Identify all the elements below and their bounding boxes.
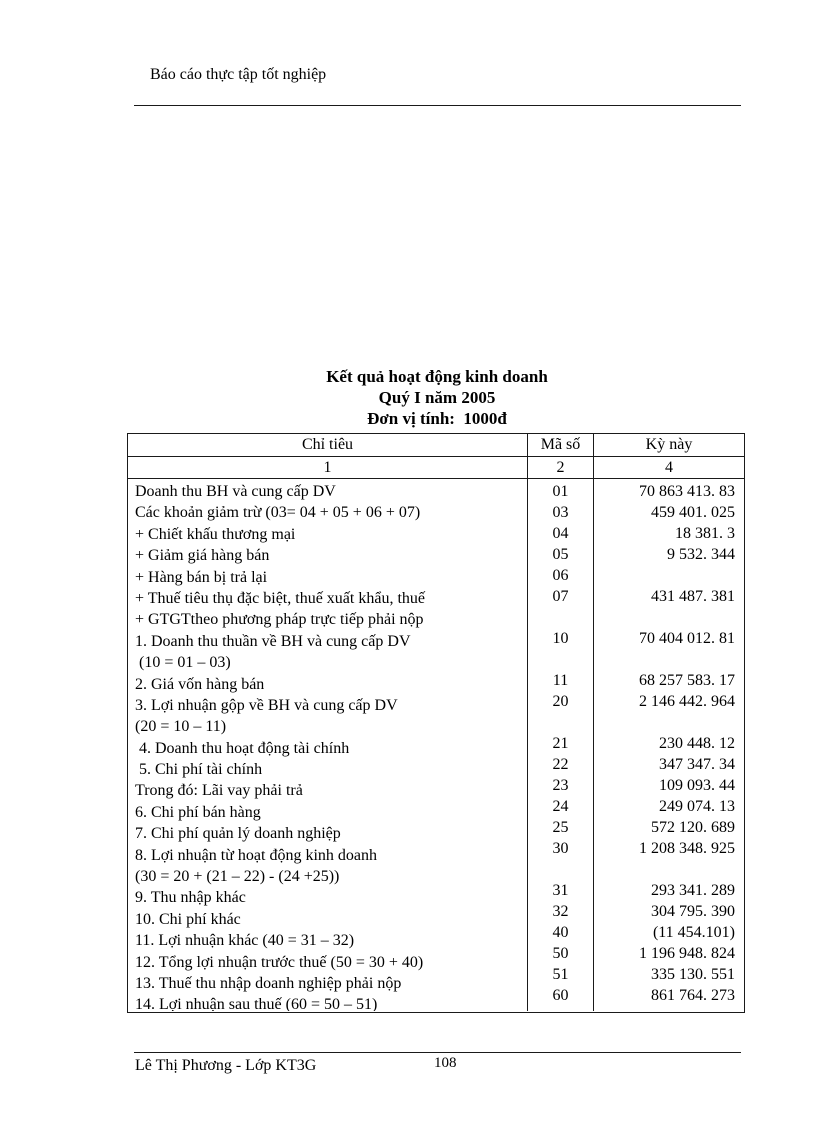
- row-label: + GTGTtheo phương pháp trực tiếp phải nộ…: [135, 611, 424, 629]
- row-value: 293 341. 289: [651, 882, 735, 899]
- row-code: 04: [552, 525, 569, 542]
- row-code: [528, 649, 593, 670]
- row-value: 335 130. 551: [651, 966, 735, 983]
- row-label: 10. Chi phí khác: [135, 910, 241, 928]
- row-code: 20: [552, 693, 569, 710]
- row-code: 21: [552, 735, 569, 752]
- row-value: [594, 607, 744, 628]
- row-code: 05: [552, 546, 569, 563]
- row-value: 2 146 442. 964: [639, 693, 735, 710]
- table-header-row: Chỉ tiêu Mã số Kỳ này: [128, 434, 744, 457]
- row-code: 03: [552, 504, 569, 521]
- row-value: [594, 565, 744, 586]
- page-footer: Lê Thị Phương - Lớp KT3G 108: [134, 1052, 741, 1081]
- row-value: (11 454.101): [652, 924, 735, 941]
- row-value: 1 208 348. 925: [639, 840, 735, 857]
- report-subtitle: Quý I năm 2005: [378, 388, 496, 407]
- row-value: 431 487. 381: [651, 588, 735, 605]
- row-value: [594, 649, 744, 670]
- table-index-row: 1 2 4: [128, 457, 744, 479]
- header-text: Báo cáo thực tập tốt nghiệp: [150, 66, 327, 83]
- row-label: (20 = 10 – 11): [135, 718, 227, 736]
- row-value: 304 795. 390: [651, 903, 735, 920]
- header-period: Kỳ này: [645, 436, 693, 453]
- row-label: 5. Chi phí tài chính: [135, 761, 263, 779]
- report-title: Kết quả hoạt động kinh doanh: [326, 367, 548, 386]
- row-label: 14. Lợi nhuận sau thuế (60 = 50 – 51): [135, 996, 378, 1011]
- row-label: 11. Lợi nhuận khác (40 = 31 – 32): [135, 932, 355, 950]
- value-column: 70 863 413. 83 459 401. 025 18 381. 3 9 532…: [594, 479, 744, 1011]
- index-criteria: 1: [323, 458, 332, 476]
- row-label: (10 = 01 – 03): [135, 654, 231, 672]
- row-label: 2. Giá vốn hàng bán: [135, 675, 265, 693]
- report-title-block: Kết quả hoạt động kinh doanh Quý I năm 2…: [128, 366, 746, 429]
- table-body: Doanh thu BH và cung cấp DV Các khoản giả…: [128, 479, 744, 1011]
- row-label: 13. Thuế thu nhập doanh nghiệp phải nộp: [135, 974, 402, 992]
- row-code: 60: [552, 987, 569, 1004]
- row-label: 3. Lợi nhuận gộp về BH và cung cấp DV: [135, 696, 398, 714]
- row-label: 7. Chi phí quản lý doanh nghiệp: [135, 825, 341, 843]
- row-code: 24: [552, 798, 569, 815]
- row-value: 459 401. 025: [651, 504, 735, 521]
- row-code: 10: [552, 630, 569, 647]
- row-code: 30: [552, 840, 569, 857]
- row-label: 6. Chi phí bán hàng: [135, 803, 261, 821]
- row-value: [594, 712, 744, 733]
- criteria-column: Doanh thu BH và cung cấp DV Các khoản giả…: [128, 479, 527, 1011]
- row-value: 1 196 948. 824: [639, 945, 735, 962]
- row-value: [594, 859, 744, 880]
- row-label: + Hàng bán bị trả lại: [135, 568, 268, 586]
- row-code: 01: [552, 483, 569, 500]
- row-value: 230 448. 12: [659, 735, 735, 752]
- row-value: 572 120. 689: [651, 819, 735, 836]
- row-label: 9. Thu nhập khác: [135, 889, 246, 907]
- row-code: 25: [552, 819, 569, 836]
- page-header: Báo cáo thực tập tốt nghiệp: [134, 48, 741, 106]
- code-column: 01 03 04 05 06 07 10 11 20 21 22 23 24 25 30 31 32 40…: [527, 479, 594, 1011]
- row-code: [528, 859, 593, 880]
- row-label: + Thuế tiêu thụ đặc biệt, thuế xuất khẩu…: [135, 589, 425, 607]
- header-criteria: Chỉ tiêu: [301, 436, 354, 453]
- row-code: 07: [552, 588, 569, 605]
- row-value: 9 532. 344: [667, 546, 735, 563]
- row-code: [528, 607, 593, 628]
- row-value: 68 257 583. 17: [639, 672, 735, 689]
- row-label: Trong đó: Lãi vay phải trả: [135, 782, 303, 800]
- row-code: 22: [552, 756, 569, 773]
- row-code: 31: [552, 882, 569, 899]
- row-label: + Giảm giá hàng bán: [135, 547, 270, 565]
- row-label: 12. Tổng lợi nhuận trước thuế (50 = 30 +…: [135, 953, 424, 971]
- header-code: Mã số: [527, 434, 594, 456]
- report-unit-label: Đơn vị tính: 1000đ: [367, 409, 507, 428]
- report-table: Chỉ tiêu Mã số Kỳ này 1 2 4 Doanh thu BH…: [127, 433, 745, 1013]
- row-code: 50: [552, 945, 569, 962]
- row-label: Doanh thu BH và cung cấp DV: [135, 483, 336, 500]
- row-value: 249 074. 13: [659, 798, 735, 815]
- row-code: 06: [552, 567, 569, 584]
- index-period: 4: [665, 458, 673, 476]
- row-code: 51: [552, 966, 569, 983]
- row-value: 109 093. 44: [659, 777, 735, 794]
- row-value: 347 347. 34: [659, 756, 735, 773]
- row-code: 32: [552, 903, 569, 920]
- row-code: 23: [552, 777, 569, 794]
- row-value: 861 764. 273: [651, 987, 735, 1004]
- row-value: 70 863 413. 83: [639, 483, 735, 500]
- footer-author: Lê Thị Phương - Lớp KT3G: [135, 1057, 317, 1074]
- row-value: 70 404 012. 81: [639, 630, 735, 647]
- row-code: [528, 712, 593, 733]
- row-label: 1. Doanh thu thuần về BH và cung cấp DV: [135, 632, 411, 650]
- row-label: Các khoản giảm trừ (03= 04 + 05 + 06 + 0…: [135, 504, 421, 522]
- footer-page-number: 108: [434, 1055, 457, 1071]
- row-label: + Chiết khấu thương mại: [135, 525, 296, 543]
- index-code: 2: [527, 457, 594, 478]
- row-label: (30 = 20 + (21 – 22) - (24 +25)): [135, 868, 340, 886]
- row-code: 40: [552, 924, 569, 941]
- row-value: 18 381. 3: [675, 525, 735, 542]
- row-code: 11: [552, 672, 569, 689]
- row-label: 4. Doanh thu hoạt động tài chính: [135, 739, 350, 757]
- row-label: 8. Lợi nhuận từ hoạt động kinh doanh: [135, 846, 377, 864]
